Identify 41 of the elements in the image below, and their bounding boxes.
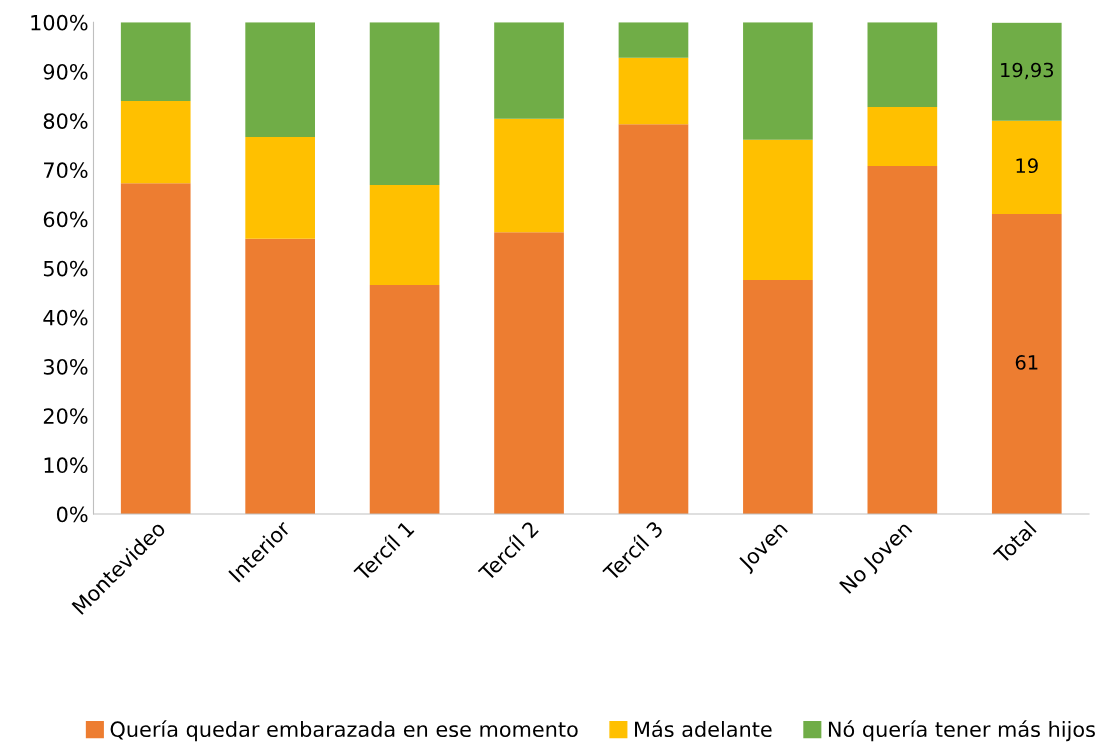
bar	[991, 22, 1062, 121]
y-tick-label: 20%	[43, 408, 88, 424]
y-tick-label: 90%	[43, 63, 88, 80]
legend-label: Más adelante	[635, 720, 772, 738]
y-tick-label: 30%	[43, 358, 88, 375]
bar	[369, 284, 440, 515]
bar	[494, 118, 564, 233]
y-tick-label: 70%	[44, 162, 88, 179]
bar	[369, 22, 440, 186]
data-label: 19,93	[1001, 62, 1054, 80]
bar	[867, 165, 938, 515]
y-tick-label: 50%	[43, 260, 88, 277]
data-label: 19	[1016, 158, 1038, 174]
bar	[618, 124, 689, 515]
y-tick-label: 80%	[43, 113, 88, 129]
bar	[494, 232, 564, 515]
bar	[743, 280, 813, 515]
bar	[369, 185, 440, 285]
y-tick-label: 0%	[56, 506, 88, 523]
bar	[245, 22, 315, 137]
legend-label: Quería quedar embarazada en ese momento	[110, 720, 578, 742]
y-tick-label: 60%	[43, 211, 88, 228]
bar	[867, 22, 938, 107]
data-label: 61	[1015, 355, 1038, 370]
bar	[867, 106, 938, 166]
bar	[991, 214, 1062, 515]
y-tick-label: 40%	[43, 309, 88, 326]
bar	[991, 120, 1062, 215]
bar	[618, 22, 689, 58]
y-tick-label: 100%	[31, 14, 88, 31]
legend-label: Nó quería tener más hijos	[828, 720, 1095, 742]
bar	[494, 22, 564, 119]
y-tick-label: 10%	[44, 457, 88, 474]
bar	[120, 22, 191, 102]
bar	[120, 101, 191, 184]
bar	[245, 136, 315, 239]
bar	[743, 139, 813, 280]
bar	[245, 238, 315, 515]
bar	[120, 183, 191, 515]
bar	[743, 22, 813, 140]
bar	[618, 57, 689, 125]
